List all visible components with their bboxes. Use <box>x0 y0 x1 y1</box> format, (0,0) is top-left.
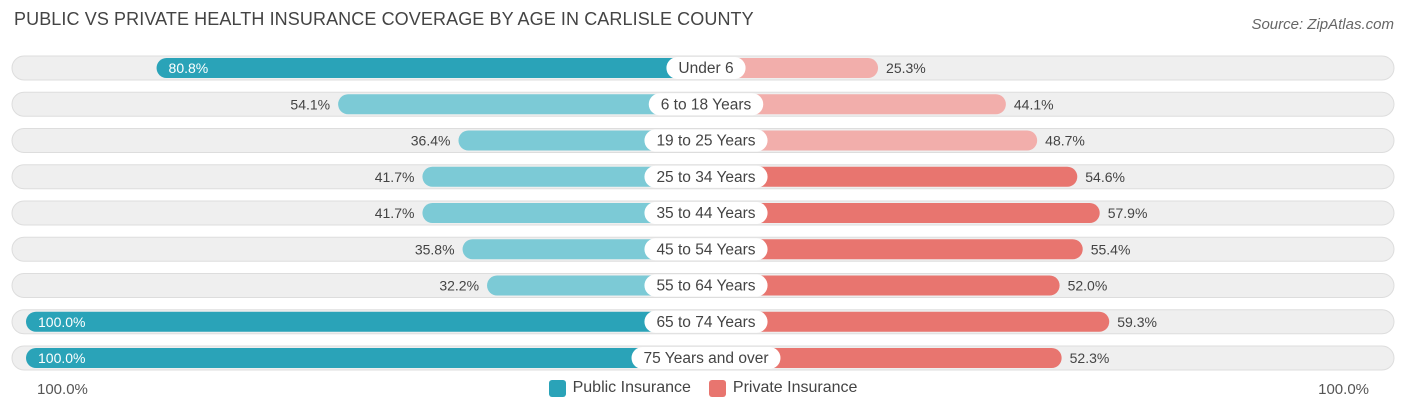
category-pill <box>644 274 768 297</box>
source-label[interactable]: Source: ZipAtlas.com <box>1251 16 1394 33</box>
private-bar[interactable] <box>706 58 879 78</box>
private-bar[interactable] <box>706 94 1006 115</box>
private-bar[interactable] <box>706 166 1078 187</box>
category-label: 65 to 74 Years <box>656 314 755 331</box>
public-bar[interactable] <box>156 58 706 78</box>
private-bar[interactable] <box>706 311 1110 332</box>
public-value-label: 100.0% <box>38 314 85 330</box>
private-value-label: 57.9% <box>1108 205 1148 221</box>
category-pill <box>648 93 764 116</box>
public-value-label: 41.7% <box>375 169 415 185</box>
legend-label-public: Public Insurance <box>572 379 691 396</box>
chart-row: 100.0% 52.3% 75 Years and over <box>11 345 1395 371</box>
public-value-label: 80.8% <box>169 60 209 76</box>
private-bar[interactable] <box>706 239 1083 260</box>
category-label: 75 Years and over <box>644 350 769 367</box>
public-bar[interactable] <box>26 311 706 332</box>
category-pill <box>644 238 768 261</box>
category-label: 25 to 34 Years <box>656 169 755 186</box>
public-bar[interactable] <box>26 348 706 368</box>
category-pill <box>666 57 746 79</box>
public-value-label: 54.1% <box>290 96 330 112</box>
legend: Public Insurance Private Insurance <box>0 379 1406 397</box>
category-label: 45 to 54 Years <box>656 241 755 258</box>
private-value-label: 25.3% <box>886 60 926 76</box>
public-bar[interactable] <box>462 239 706 260</box>
private-value-label: 52.0% <box>1068 278 1108 294</box>
private-bar[interactable] <box>706 348 1062 368</box>
private-value-label: 52.3% <box>1070 350 1110 366</box>
chart-row: 32.2% 52.0% 55 to 64 Years <box>11 273 1395 298</box>
private-value-label: 59.3% <box>1117 314 1157 330</box>
public-value-label: 100.0% <box>38 350 85 366</box>
private-bar[interactable] <box>706 203 1100 223</box>
chart-row: 35.8% 55.4% 45 to 54 Years <box>11 236 1395 262</box>
category-label: 6 to 18 Years <box>661 96 752 113</box>
public-value-label: 32.2% <box>439 278 479 294</box>
chart-row: 54.1% 44.1% 6 to 18 Years <box>11 91 1395 117</box>
public-bar[interactable] <box>338 94 706 115</box>
private-value-label: 55.4% <box>1091 241 1131 257</box>
chart-row: 100.0% 59.3% 65 to 74 Years <box>11 309 1395 335</box>
public-value-label: 35.8% <box>415 241 455 257</box>
category-label: 35 to 44 Years <box>656 205 755 222</box>
public-value-label: 36.4% <box>411 133 451 149</box>
chart-row: 41.7% 54.6% 25 to 34 Years <box>11 164 1395 190</box>
chart-title: PUBLIC VS PRIVATE HEALTH INSURANCE COVER… <box>14 9 754 29</box>
category-pill <box>644 165 768 188</box>
chart-row: 41.7% 57.9% 35 to 44 Years <box>11 200 1395 226</box>
category-label: 55 to 64 Years <box>656 278 755 295</box>
category-label: 19 to 25 Years <box>656 133 755 150</box>
private-bar[interactable] <box>706 130 1038 151</box>
public-bar[interactable] <box>422 203 706 223</box>
chart-row: 36.4% 48.7% 19 to 25 Years <box>11 128 1395 153</box>
axis-left-label: 100.0% <box>37 381 88 398</box>
category-pill <box>644 310 768 333</box>
public-value-label: 41.7% <box>375 205 415 221</box>
private-value-label: 44.1% <box>1014 96 1054 112</box>
axis-right-label: 100.0% <box>1318 381 1369 398</box>
category-label: Under 6 <box>678 60 733 77</box>
public-bar[interactable] <box>422 166 706 187</box>
legend-swatch-public <box>548 379 566 397</box>
public-bar[interactable] <box>458 130 706 151</box>
legend-label-private: Private Insurance <box>732 379 858 396</box>
category-pill <box>644 129 768 152</box>
private-value-label: 48.7% <box>1045 133 1085 149</box>
private-bar[interactable] <box>706 275 1060 296</box>
category-pill <box>644 202 768 224</box>
chart-row: 80.8% 25.3% Under 6 <box>11 55 1395 81</box>
legend-item-public[interactable]: Public Insurance <box>548 379 691 397</box>
legend-swatch-private <box>708 379 726 397</box>
private-value-label: 54.6% <box>1085 169 1125 185</box>
legend-item-private[interactable]: Private Insurance <box>708 379 858 397</box>
category-pill <box>631 347 781 369</box>
